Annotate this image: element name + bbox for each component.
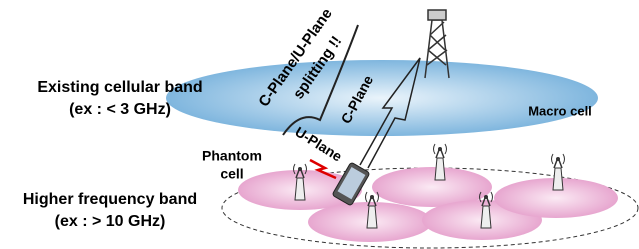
band-name: Existing cellular band [37, 79, 202, 96]
phantom-label: cell [220, 166, 243, 182]
band-range: (ex : < 3 GHz) [69, 101, 171, 118]
diagram: Existing cellular band (ex : < 3 GHz) Hi… [0, 0, 639, 249]
macro-label: Macro cell [528, 103, 592, 118]
band-range: (ex : > 10 GHz) [55, 213, 166, 230]
band-name: Higher frequency band [23, 191, 197, 208]
phantom-label: Phantom [202, 148, 262, 164]
